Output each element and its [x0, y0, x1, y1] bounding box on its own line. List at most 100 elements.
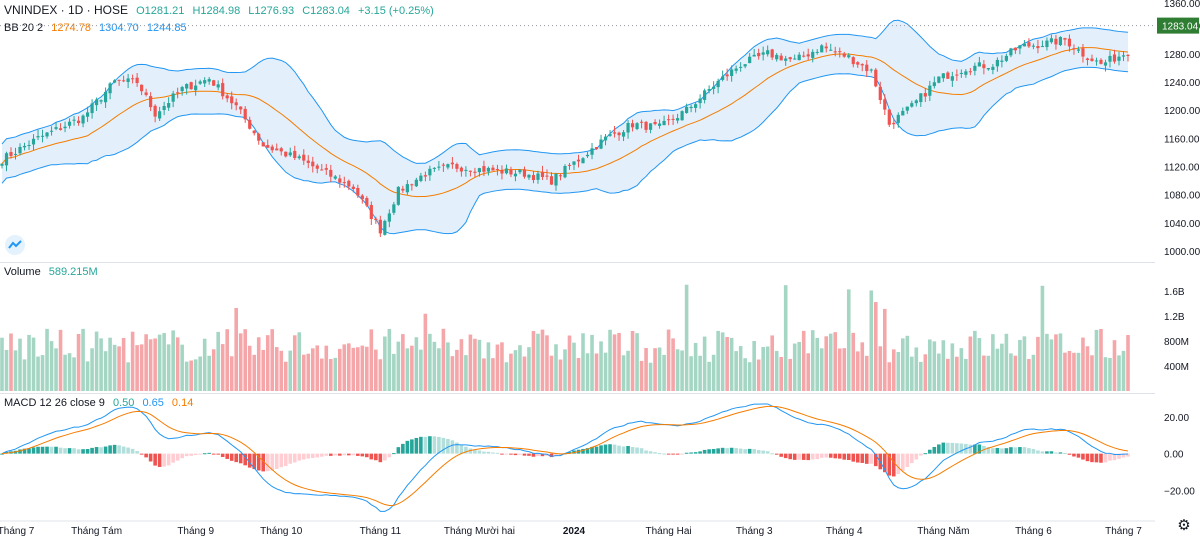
volume-bar: [576, 357, 581, 391]
volume-bar: [1112, 340, 1117, 391]
candle-body: [1076, 49, 1081, 51]
candle-body: [608, 134, 612, 136]
volume-bar: [540, 329, 545, 391]
macd-histogram-bar: [536, 453, 540, 457]
macd-histogram-bar: [973, 444, 977, 454]
volume-bar: [423, 313, 428, 391]
macd-histogram-bar: [252, 453, 257, 470]
macd-histogram-bar: [644, 450, 648, 454]
macd-histogram-bar: [711, 448, 716, 454]
candle-body: [1126, 54, 1130, 56]
candle-body: [1049, 38, 1054, 43]
macd-histogram-bar: [1013, 447, 1018, 454]
volume-bar: [180, 344, 184, 391]
volume-bar: [1121, 350, 1126, 391]
candle-body: [1058, 36, 1063, 46]
candle-body: [752, 54, 756, 57]
candle-body: [793, 58, 797, 60]
volume-bar: [396, 341, 401, 391]
candle-body: [333, 176, 337, 179]
tradingview-logo-icon[interactable]: [4, 234, 26, 256]
volume-bar: [666, 329, 671, 391]
volume-bar: [401, 334, 405, 391]
macd-histogram-bar: [148, 453, 153, 462]
candle-body: [748, 56, 752, 64]
macd-histogram-bar: [1049, 451, 1054, 454]
macd-histogram-bar: [774, 453, 779, 455]
volume-bar: [901, 338, 905, 391]
price-axis-tick: 1280.00: [1164, 50, 1200, 61]
volume-bar: [22, 359, 27, 391]
macd-histogram-bar: [67, 448, 72, 454]
volume-bar: [432, 341, 437, 391]
macd-histogram-bar: [166, 453, 171, 466]
volume-bar: [365, 346, 369, 391]
candle-body: [766, 50, 770, 55]
candle-body: [833, 51, 837, 53]
candle-body: [986, 68, 990, 70]
macd-histogram-bar: [58, 447, 63, 454]
volume-bar: [891, 349, 896, 391]
time-axis-tick: Tháng Hai: [646, 526, 692, 537]
candle-body: [482, 166, 486, 172]
macd-histogram-bar: [315, 453, 320, 458]
macd-histogram-bar: [522, 453, 527, 456]
macd-histogram-bar: [1117, 453, 1121, 459]
volume-bar: [869, 290, 874, 391]
candle-body: [626, 123, 630, 133]
gear-icon[interactable]: ⚙: [1177, 517, 1191, 534]
volume-bar: [184, 361, 189, 391]
macd-axis-tick: −20.00: [1164, 487, 1195, 498]
volume-bar: [446, 342, 450, 391]
candle-body: [820, 45, 824, 53]
volume-bar: [63, 354, 67, 391]
volume-bar: [554, 344, 558, 391]
volume-bar: [603, 352, 608, 391]
high-value: H1284.98: [192, 5, 241, 17]
volume-bar: [85, 361, 90, 391]
candle-body: [757, 52, 761, 57]
candle-body: [1009, 48, 1013, 56]
candle-body: [491, 167, 495, 171]
volume-bar: [608, 329, 612, 391]
candle-body: [955, 74, 959, 76]
candle-body: [257, 133, 261, 141]
macd-histogram-bar: [846, 453, 851, 461]
candle-body: [959, 72, 963, 74]
volume-bar: [774, 350, 779, 391]
macd-histogram-bar: [608, 444, 612, 454]
candle-body: [576, 159, 581, 162]
macd-histogram-bar: [500, 453, 504, 455]
macd-histogram-bar: [639, 448, 644, 454]
macd-histogram-bar: [351, 453, 356, 456]
candle-body: [824, 46, 828, 49]
macd-histogram-bar: [648, 451, 653, 454]
volume-bar: [238, 333, 243, 391]
volume-bar: [283, 361, 288, 391]
macd-histogram-bar: [626, 445, 630, 454]
candle-body: [486, 167, 491, 172]
macd-histogram-bar: [873, 453, 878, 467]
volume-bar: [662, 354, 666, 391]
volume-bar: [81, 328, 85, 391]
volume-bar: [590, 334, 594, 391]
candle-body: [703, 90, 707, 100]
volume-bar: [612, 334, 617, 391]
candle-body: [666, 119, 671, 121]
macd-histogram-bar: [301, 453, 306, 460]
candle-body: [347, 180, 351, 187]
candle-body: [1121, 55, 1126, 57]
macd-histogram-bar: [932, 446, 937, 454]
candle-body: [203, 80, 207, 84]
candle-body: [1063, 38, 1067, 40]
volume-axis-tick: 1.6B: [1164, 287, 1185, 298]
volume-bar: [99, 338, 103, 391]
volume-bar: [747, 362, 752, 391]
volume-bar: [229, 356, 234, 391]
macd-histogram-bar: [1004, 448, 1009, 454]
candle-body: [261, 142, 265, 147]
volume-bar: [76, 333, 81, 391]
macd-histogram-bar: [991, 448, 995, 454]
volume-bar: [135, 345, 139, 391]
